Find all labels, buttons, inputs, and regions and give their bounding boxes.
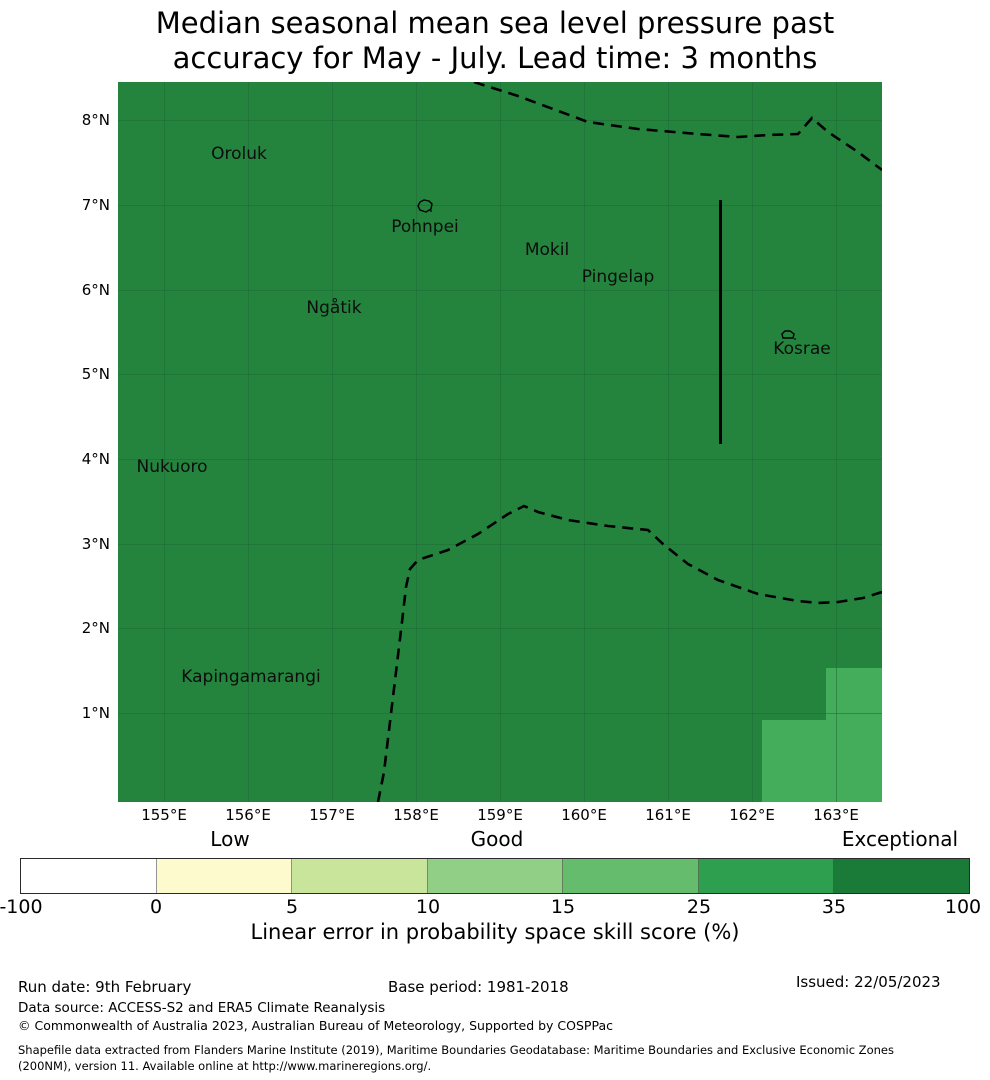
- colorbar-segment: [427, 859, 564, 893]
- colorbar-axis-label: Linear error in probability space skill …: [250, 920, 740, 944]
- colorbar-tick: 15: [550, 896, 576, 918]
- colorbar-category-good: Good: [470, 827, 524, 851]
- eez-divider-line: [719, 200, 722, 444]
- x-tick-label: 161°E: [645, 806, 691, 824]
- map-plot-area: Oroluk Pohnpei Mokil Pingelap Ngåtik Kos…: [118, 82, 882, 802]
- gridline-vertical: [332, 82, 333, 802]
- footer-shapefile-line-2: (200NM), version 11. Available online at…: [18, 1059, 432, 1073]
- map-label-pohnpei: Pohnpei: [391, 217, 459, 237]
- x-tick-label: 162°E: [729, 806, 775, 824]
- footer-run-date: Run date: 9th February: [18, 978, 192, 996]
- gridline-vertical: [416, 82, 417, 802]
- x-tick-label: 160°E: [561, 806, 607, 824]
- y-tick-label: 1°N: [81, 704, 110, 722]
- colorbar-tick-labels: -100 0 5 10 15 25 35 100: [0, 896, 990, 922]
- y-tick-label: 8°N: [81, 111, 110, 129]
- gridline-vertical: [248, 82, 249, 802]
- gridline-horizontal: [118, 713, 882, 714]
- colorbar-segment: [698, 859, 835, 893]
- y-tick-label: 6°N: [81, 281, 110, 299]
- map-label-mokil: Mokil: [524, 240, 570, 260]
- gridline-vertical: [836, 82, 837, 802]
- gridline-horizontal: [118, 205, 882, 206]
- colorbar-tick: 0: [149, 896, 163, 918]
- gridline-vertical: [500, 82, 501, 802]
- colorbar-tick: 100: [944, 896, 982, 918]
- x-axis: 155°E 156°E 157°E 158°E 159°E 160°E 161°…: [118, 806, 882, 834]
- colorbar-segment: [292, 859, 428, 893]
- footer-data-source: Data source: ACCESS-S2 and ERA5 Climate …: [18, 1000, 386, 1016]
- y-axis: 8°N 7°N 6°N 5°N 4°N 3°N 2°N 1°N: [46, 82, 110, 802]
- kosrae-island-icon: [781, 330, 796, 340]
- colorbar-segment: [21, 859, 157, 893]
- footer-copyright: © Commonwealth of Australia 2023, Austra…: [18, 1018, 613, 1033]
- footer-shapefile-credit: Shapefile data extracted from Flanders M…: [18, 1042, 968, 1074]
- y-tick-label: 3°N: [81, 535, 110, 553]
- footer-base-period: Base period: 1981-2018: [388, 978, 569, 996]
- x-tick-label: 156°E: [225, 806, 271, 824]
- y-tick-label: 2°N: [81, 619, 110, 637]
- colorbar-tick: 10: [415, 896, 441, 918]
- colorbar-category-exceptional: Exceptional: [841, 827, 959, 851]
- colorbar-category-labels: Low Good Exceptional: [0, 827, 990, 853]
- x-tick-label: 157°E: [309, 806, 355, 824]
- colorbar-tick: 25: [686, 896, 712, 918]
- x-tick-label: 163°E: [813, 806, 859, 824]
- map-label-pingelap: Pingelap: [581, 267, 655, 287]
- y-tick-label: 7°N: [81, 196, 110, 214]
- x-tick-label: 158°E: [393, 806, 439, 824]
- gridline-vertical: [668, 82, 669, 802]
- gridline-horizontal: [118, 628, 882, 629]
- colorbar-tick: 35: [821, 896, 847, 918]
- gridline-vertical: [584, 82, 585, 802]
- footer-issued-date: Issued: 22/05/2023: [796, 973, 941, 991]
- y-tick-label: 5°N: [81, 365, 110, 383]
- map-label-nukuoro: Nukuoro: [136, 457, 208, 477]
- gridline-horizontal: [118, 374, 882, 375]
- skill-cell-lower-step: [762, 720, 882, 802]
- x-tick-label: 159°E: [477, 806, 523, 824]
- pohnpei-island-icon: [417, 199, 433, 213]
- colorbar[interactable]: [20, 858, 970, 894]
- colorbar-segment: [563, 859, 699, 893]
- gridline-horizontal: [118, 544, 882, 545]
- page-title: Median seasonal mean sea level pressure …: [0, 6, 990, 76]
- colorbar-segment: [834, 859, 970, 893]
- footer-shapefile-line-1: Shapefile data extracted from Flanders M…: [18, 1043, 894, 1057]
- colorbar-category-low: Low: [210, 827, 250, 851]
- colorbar-segment: [156, 859, 293, 893]
- map-label-kosrae: Kosrae: [773, 339, 831, 359]
- map-label-kapingamarangi: Kapingamarangi: [181, 667, 321, 687]
- gridline-horizontal: [118, 459, 882, 460]
- colorbar-tick: 5: [285, 896, 299, 918]
- x-tick-label: 155°E: [141, 806, 187, 824]
- colorbar-tick: -100: [0, 896, 43, 918]
- gridline-vertical: [752, 82, 753, 802]
- map-label-ngatik: Ngåtik: [306, 298, 362, 318]
- title-line-1: Median seasonal mean sea level pressure …: [155, 6, 835, 40]
- map-label-oroluk: Oroluk: [211, 144, 267, 164]
- gridline-horizontal: [118, 120, 882, 121]
- gridline-vertical: [164, 82, 165, 802]
- exclusive-economic-zone-boundary: [376, 82, 882, 802]
- title-line-2: accuracy for May - July. Lead time: 3 mo…: [172, 41, 818, 75]
- gridline-horizontal: [118, 290, 882, 291]
- y-tick-label: 4°N: [81, 450, 110, 468]
